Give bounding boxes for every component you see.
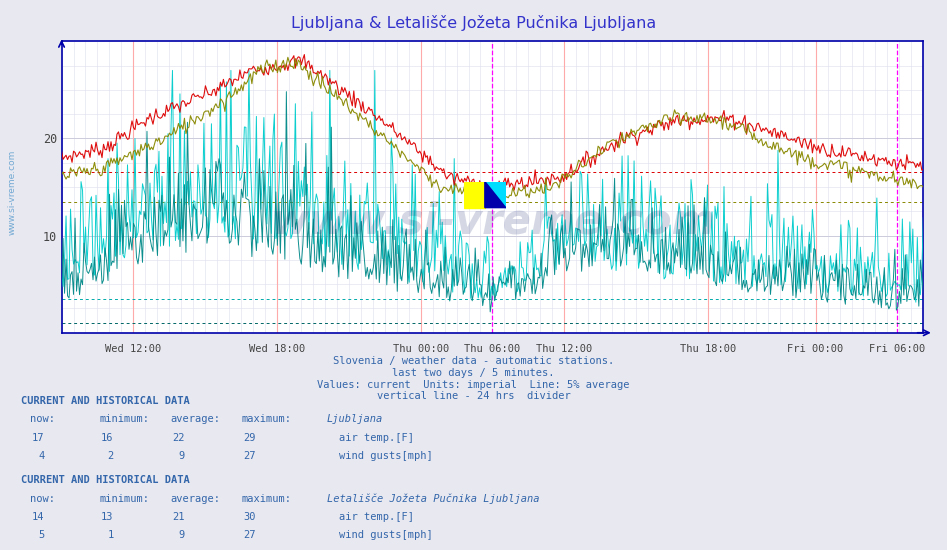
Text: now:: now: [30, 493, 55, 504]
Text: vertical line - 24 hrs  divider: vertical line - 24 hrs divider [377, 391, 570, 401]
Text: www.si-vreme.com: www.si-vreme.com [270, 201, 715, 243]
Text: average:: average: [170, 493, 221, 504]
Text: wind gusts[mph]: wind gusts[mph] [339, 530, 433, 540]
Text: 17: 17 [32, 432, 45, 443]
Text: Ljubljana & Letališče Jožeta Pučnika Ljubljana: Ljubljana & Letališče Jožeta Pučnika Lju… [291, 15, 656, 31]
Text: Fri 06:00: Fri 06:00 [869, 344, 925, 354]
Text: maximum:: maximum: [241, 493, 292, 504]
Text: average:: average: [170, 414, 221, 425]
Text: air temp.[F]: air temp.[F] [339, 512, 414, 522]
Text: now:: now: [30, 414, 55, 425]
Text: 5: 5 [38, 530, 45, 540]
Text: 1: 1 [107, 530, 114, 540]
Text: 21: 21 [172, 512, 185, 522]
Text: minimum:: minimum: [99, 493, 150, 504]
Text: minimum:: minimum: [99, 414, 150, 425]
Polygon shape [485, 182, 506, 207]
Text: 22: 22 [172, 432, 185, 443]
Text: Thu 06:00: Thu 06:00 [464, 344, 521, 354]
Text: 13: 13 [101, 512, 114, 522]
Text: Wed 18:00: Wed 18:00 [249, 344, 305, 354]
Text: 27: 27 [243, 450, 256, 461]
Polygon shape [485, 182, 506, 207]
Text: 9: 9 [178, 450, 185, 461]
Text: wind gusts[mph]: wind gusts[mph] [339, 450, 433, 461]
Text: 4: 4 [38, 450, 45, 461]
Text: Thu 00:00: Thu 00:00 [393, 344, 449, 354]
Text: www.si-vreme.com: www.si-vreme.com [8, 150, 17, 235]
Text: Thu 12:00: Thu 12:00 [536, 344, 592, 354]
Text: 2: 2 [107, 450, 114, 461]
Text: air temp.[F]: air temp.[F] [339, 432, 414, 443]
Text: CURRENT AND HISTORICAL DATA: CURRENT AND HISTORICAL DATA [21, 475, 189, 486]
Text: 16: 16 [101, 432, 114, 443]
Text: Values: current  Units: imperial  Line: 5% average: Values: current Units: imperial Line: 5%… [317, 379, 630, 389]
Text: 29: 29 [243, 432, 256, 443]
Text: Slovenia / weather data - automatic stations.: Slovenia / weather data - automatic stat… [333, 356, 614, 366]
Text: Ljubljana: Ljubljana [327, 414, 383, 425]
Text: last two days / 5 minutes.: last two days / 5 minutes. [392, 368, 555, 378]
Bar [464, 182, 485, 207]
Text: Fri 00:00: Fri 00:00 [788, 344, 844, 354]
Text: 9: 9 [178, 530, 185, 540]
Text: 30: 30 [243, 512, 256, 522]
Text: Thu 18:00: Thu 18:00 [680, 344, 736, 354]
Text: Wed 12:00: Wed 12:00 [105, 344, 161, 354]
Text: Letališče Jožeta Pučnika Ljubljana: Letališče Jožeta Pučnika Ljubljana [327, 493, 539, 504]
Text: CURRENT AND HISTORICAL DATA: CURRENT AND HISTORICAL DATA [21, 396, 189, 406]
Text: maximum:: maximum: [241, 414, 292, 425]
Text: 27: 27 [243, 530, 256, 540]
Text: 14: 14 [32, 512, 45, 522]
